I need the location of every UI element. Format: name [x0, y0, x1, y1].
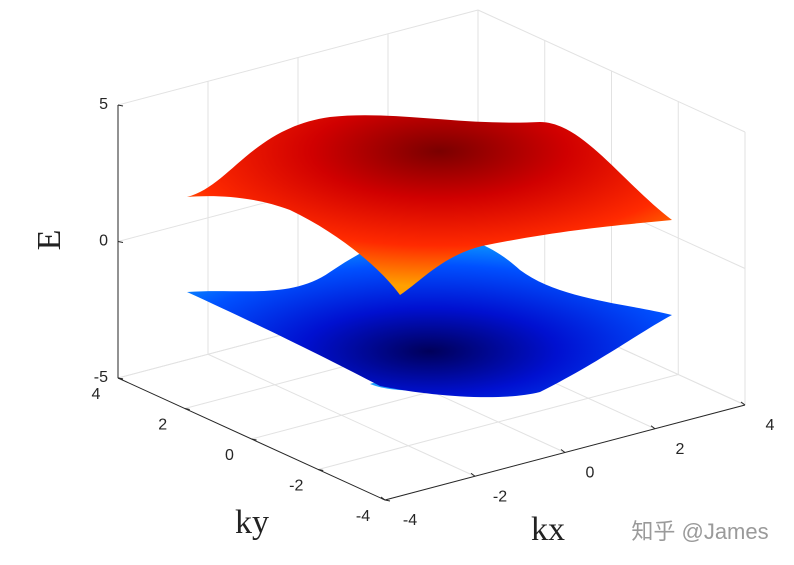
- y-tick: [384, 499, 391, 502]
- grid-line: [318, 374, 679, 470]
- y-tick-label: 2: [158, 417, 167, 434]
- y-axis-title: ky: [235, 504, 269, 541]
- y-tick-label: -4: [356, 508, 370, 525]
- y-tick-label: 4: [92, 386, 101, 403]
- upper-band-surface: [187, 115, 672, 295]
- z-tick: [117, 377, 124, 380]
- x-tick: [470, 472, 476, 477]
- x-tick-label: 4: [766, 417, 775, 434]
- x-tick: [380, 496, 386, 501]
- x-tick-label: 2: [676, 441, 685, 458]
- z-tick: [117, 241, 124, 243]
- z-tick-label: 5: [99, 96, 108, 113]
- x-tick: [650, 425, 656, 430]
- z-tick: [117, 104, 124, 107]
- y-tick: [318, 469, 324, 471]
- x-tick-label: 0: [586, 465, 595, 482]
- z-tick-label: -5: [94, 369, 108, 386]
- y-tick-label: -2: [289, 478, 303, 495]
- y-tick: [251, 438, 257, 441]
- z-axis-title: E: [31, 230, 68, 251]
- grid-line: [477, 9, 746, 133]
- x-axis-title: kx: [531, 511, 565, 548]
- x-tick-label: -4: [403, 512, 417, 529]
- watermark: 知乎 @James: [631, 519, 768, 544]
- z-tick-label: 0: [99, 233, 108, 250]
- x-tick: [560, 449, 566, 453]
- x-tick: [740, 401, 746, 406]
- lower-band-surface: [187, 233, 672, 398]
- grid-line: [117, 9, 479, 106]
- y-tick: [184, 408, 190, 410]
- x-tick-label: -2: [493, 488, 507, 505]
- y-tick-label: 0: [225, 447, 234, 464]
